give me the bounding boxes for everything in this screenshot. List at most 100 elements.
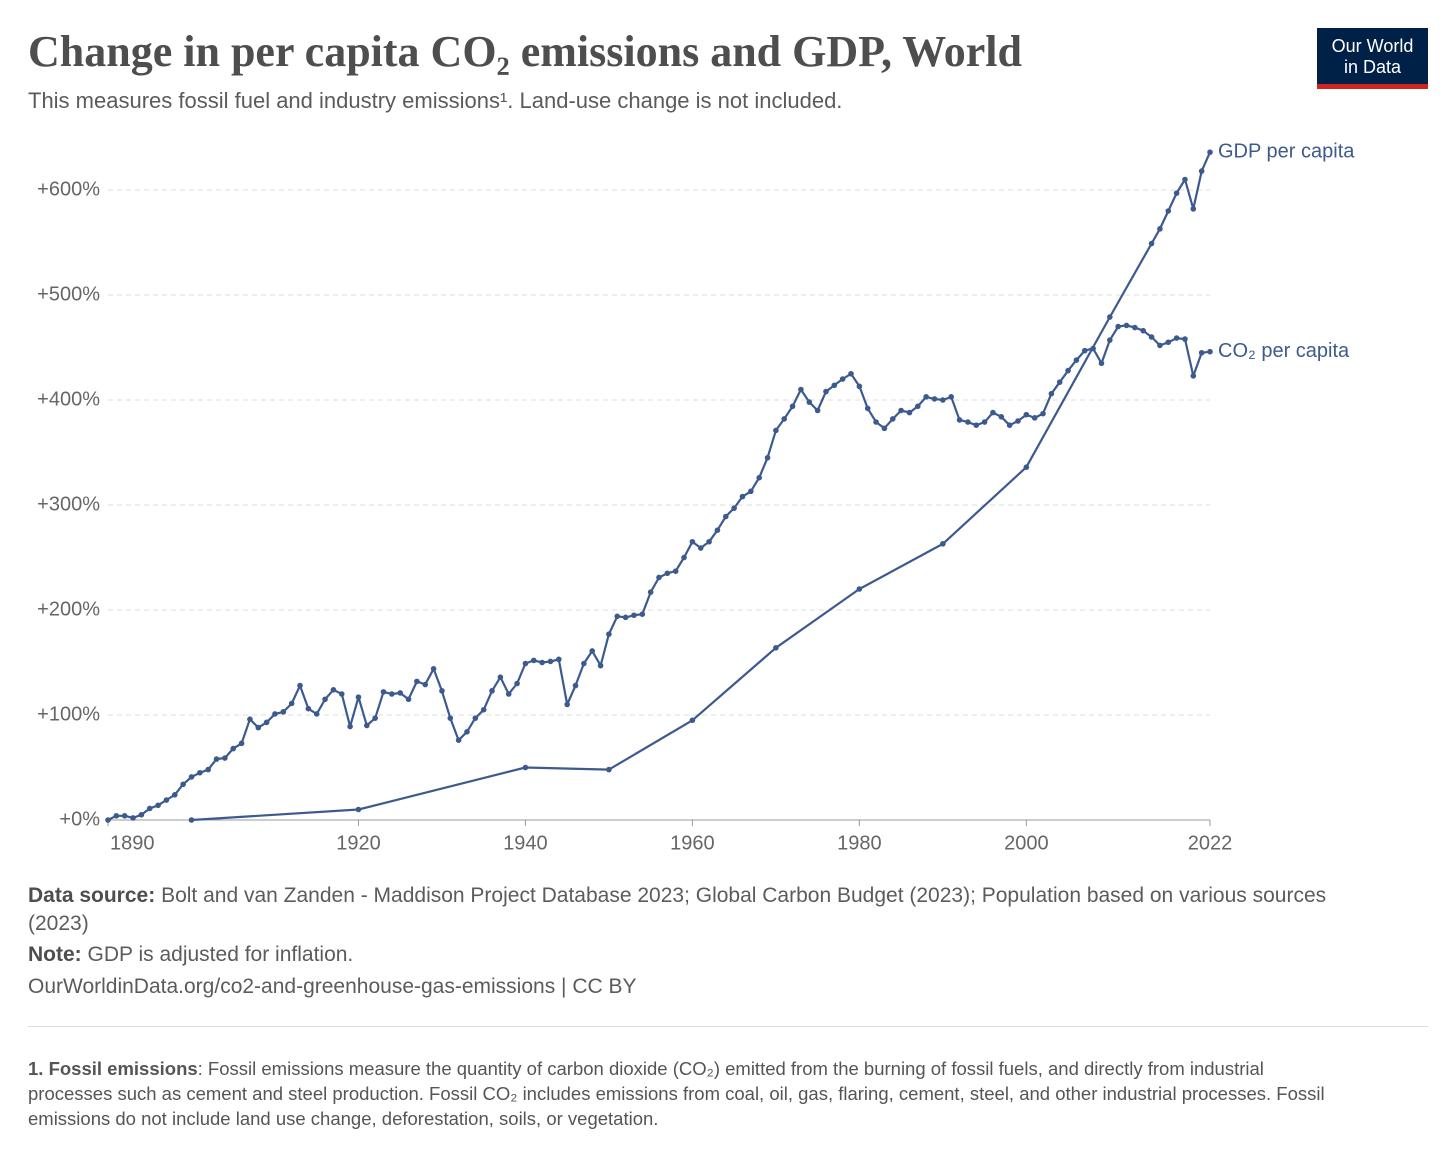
data-point [931,396,938,402]
data-point [647,589,654,595]
data-point [472,715,479,721]
data-point [430,666,437,672]
y-tick-label: +600% [37,178,100,200]
data-point [364,722,370,729]
data-point [1107,337,1113,343]
data-point [898,407,904,414]
data-point [823,388,829,395]
data-point [297,682,303,689]
data-point [756,474,762,481]
footnote: 1. Fossil emissions: Fossil emissions me… [28,1056,1348,1131]
data-point [831,382,838,389]
data-point [155,802,161,809]
data-point [864,405,871,412]
data-point [1115,323,1121,330]
data-point [547,658,554,665]
chart-title: Change in per capita CO₂ emissions and G… [28,27,1022,76]
data-point [881,425,888,432]
data-point [530,657,537,664]
data-point [606,766,612,773]
data-point [188,817,195,823]
data-point [923,394,929,400]
data-point [163,797,170,803]
data-point [1198,168,1205,174]
data-point [589,648,596,654]
data-point [130,815,136,821]
data-point [1023,464,1030,471]
data-point [889,416,896,422]
x-tick-label: 2022 [1188,832,1233,854]
data-point [631,612,637,619]
data-point [731,505,737,511]
data-point [739,493,746,500]
data-point [497,674,504,680]
data-point [672,568,679,574]
data-point [1165,339,1172,346]
data-point [597,662,604,669]
url[interactable]: OurWorldinData.org/co2-and-greenhouse-ga… [28,975,637,998]
data-point [839,376,846,382]
data-point [238,740,245,747]
footnote-label: 1. Fossil emissions [28,1058,198,1079]
data-point [1031,415,1038,421]
data-point [1123,322,1130,329]
data-point [664,570,671,577]
data-point [522,764,529,771]
data-point [1015,418,1021,424]
data-point [990,409,996,416]
data-point [1157,342,1163,349]
data-point [1182,176,1188,183]
series-label: GDP per capita [1218,140,1355,162]
data-point [1198,349,1205,356]
data-point [806,399,813,405]
data-point [355,806,362,813]
data-point [455,737,462,743]
x-tick-label: 1980 [837,832,882,854]
data-point [247,716,253,722]
note-text: GDP is adjusted for inflation. [87,943,354,966]
data-point [197,769,203,776]
data-point [1023,411,1030,418]
logo[interactable]: Our World in Data [1317,28,1428,89]
data-point [447,715,454,721]
data-point [1173,190,1180,196]
data-point [272,711,278,717]
data-point [956,417,963,423]
data-point [856,586,863,592]
data-point [1148,334,1155,340]
data-point [422,681,429,688]
y-tick-label: +0% [59,808,100,830]
data-point [656,574,662,581]
data-point [171,792,178,798]
data-point [347,723,353,730]
data-point [1073,357,1080,363]
data-point [205,766,211,773]
data-point [814,407,821,414]
y-tick-label: +400% [37,388,100,410]
data-point [1148,240,1155,247]
data-point [188,774,195,780]
data-point [146,805,153,812]
data-point [230,745,237,752]
data-point [414,678,420,685]
data-point [798,386,804,393]
data-point [748,488,754,495]
data-point [689,538,696,545]
data-point [464,729,470,735]
x-tick-label: 1890 [110,832,155,854]
data-point [681,554,687,561]
data-point [522,660,529,667]
data-point [1090,345,1096,352]
data-point [313,711,320,717]
data-point [556,656,562,663]
data-point [1190,373,1197,379]
data-point [389,691,395,697]
data-point [1207,348,1213,355]
data-point [514,680,520,687]
data-point [505,691,512,697]
data-point [439,688,445,694]
logo-text: Our World [1331,36,1414,56]
data-point [288,700,295,707]
